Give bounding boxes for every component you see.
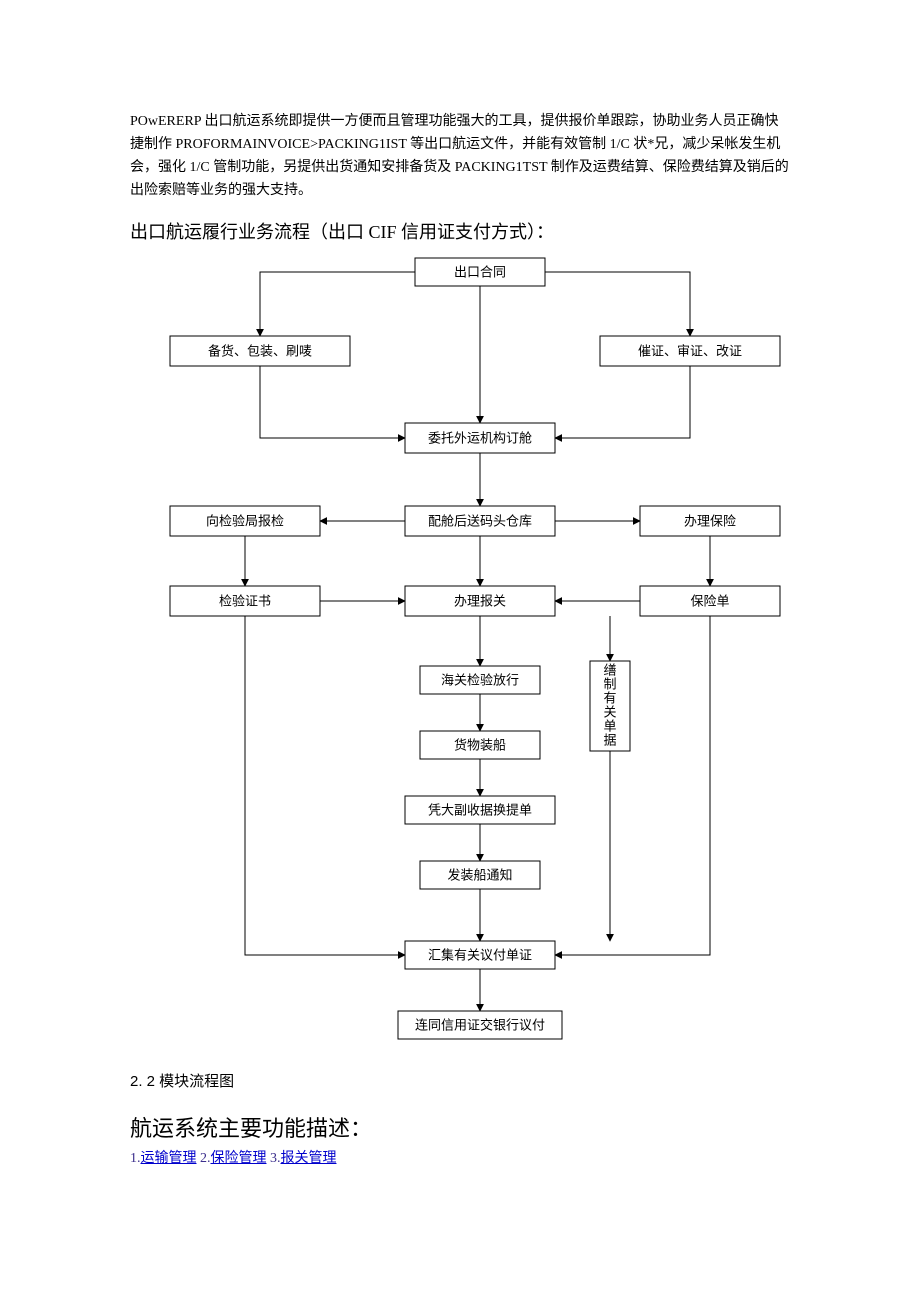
link-text[interactable]: 运输管理 (141, 1151, 197, 1166)
svg-text:催证、审证、改证: 催证、审证、改证 (638, 344, 742, 359)
flow-subtitle: 出口航运履行业务流程（出口 CIF 信用证支付方式）： (130, 218, 790, 244)
flow-diagram: 出口合同备货、包装、刷唛 催证、审证、改证委托外运机构订舱向检验局报检 配舱后送码头… (160, 248, 800, 1068)
link-number: 1. (130, 1151, 141, 1166)
link-number: 3. (267, 1151, 281, 1166)
svg-text:保险单: 保险单 (690, 594, 729, 609)
svg-text:有: 有 (603, 691, 616, 706)
svg-text:据: 据 (603, 733, 616, 748)
feature-links: 1.运输管理 2.保险管理 3.报关管理 (130, 1147, 790, 1167)
svg-text:单: 单 (603, 719, 616, 734)
svg-text:出口合同: 出口合同 (454, 265, 506, 280)
svg-text:检验证书: 检验证书 (219, 594, 271, 609)
svg-text:委托外运机构订舱: 委托外运机构订舱 (428, 431, 532, 446)
link-number: 2. (197, 1151, 211, 1166)
intro-paragraph: POwERERP 出口航运系统即提供一方便而且管理功能强大的工具，提供报价单跟踪… (130, 110, 790, 202)
svg-text:货物装船: 货物装船 (454, 738, 506, 753)
svg-text:配舱后送码头仓库: 配舱后送码头仓库 (428, 514, 532, 529)
svg-text:凭大副收据换提单: 凭大副收据换提单 (428, 803, 532, 818)
link-text[interactable]: 报关管理 (281, 1151, 337, 1166)
svg-text:连同信用证交银行议付: 连同信用证交银行议付 (415, 1018, 545, 1033)
svg-text:备货、包装、刷唛: 备货、包装、刷唛 (208, 344, 312, 359)
svg-text:发装船通知: 发装船通知 (447, 868, 512, 883)
link-text[interactable]: 保险管理 (211, 1151, 267, 1166)
svg-text:海关检验放行: 海关检验放行 (441, 673, 519, 688)
svg-text:关: 关 (603, 705, 616, 720)
svg-text:向检验局报检: 向检验局报检 (206, 514, 284, 529)
main-desc-heading: 航运系统主要功能描述： (130, 1111, 790, 1143)
svg-text:制: 制 (603, 677, 616, 692)
svg-text:办理保险: 办理保险 (684, 514, 736, 529)
svg-text:汇集有关议付单证: 汇集有关议付单证 (428, 948, 532, 963)
svg-text:缮: 缮 (603, 663, 616, 678)
svg-text:办理报关: 办理报关 (454, 594, 506, 609)
section-label: 2. 2 模块流程图 (130, 1070, 790, 1091)
